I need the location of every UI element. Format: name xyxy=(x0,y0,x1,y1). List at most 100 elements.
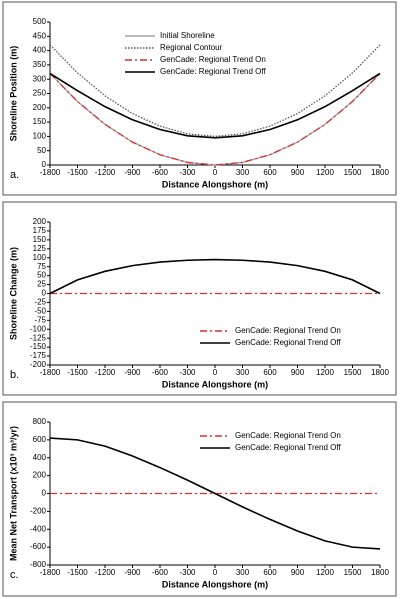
x-tick-label: -1800 xyxy=(40,568,61,577)
y-tick-label: 200 xyxy=(33,217,47,226)
x-tick-label: -1800 xyxy=(40,368,61,377)
y-tick-label: -200 xyxy=(30,506,47,515)
x-tick-label: 600 xyxy=(263,568,277,577)
y-axis-label: Shoreline Position (m) xyxy=(8,46,18,142)
x-tick-label: -1200 xyxy=(95,168,116,177)
panel-label: b. xyxy=(10,369,19,381)
legend-label: GenCade: Regional Trend On xyxy=(235,326,341,335)
series-line xyxy=(49,44,381,138)
y-tick-label: 75 xyxy=(37,262,46,271)
y-tick-label: 600 xyxy=(33,435,47,444)
y-tick-label: 200 xyxy=(33,103,47,112)
y-tick-label: -125 xyxy=(30,333,47,342)
y-tick-label: 100 xyxy=(33,132,47,141)
y-tick-label: 175 xyxy=(33,226,47,235)
x-tick-label: -1800 xyxy=(40,168,61,177)
y-tick-label: 50 xyxy=(37,146,46,155)
x-tick-label: -1200 xyxy=(95,368,116,377)
x-tick-label: 0 xyxy=(213,168,218,177)
legend-label: GenCade: Regional Trend Off xyxy=(235,338,341,347)
panel-frame xyxy=(2,201,397,396)
panel-label: a. xyxy=(10,169,19,181)
y-tick-label: 0 xyxy=(42,289,47,298)
x-tick-label: -300 xyxy=(179,168,196,177)
y-tick-label: 450 xyxy=(33,31,47,40)
x-tick-label: -300 xyxy=(179,368,196,377)
x-tick-label: 300 xyxy=(236,368,250,377)
legend-label: GenCade: Regional Trend Off xyxy=(160,67,266,76)
x-tick-label: -900 xyxy=(124,168,141,177)
x-tick-label: 1500 xyxy=(344,368,362,377)
y-tick-label: -400 xyxy=(30,524,47,533)
x-tick-label: 900 xyxy=(291,568,305,577)
y-tick-label: -25 xyxy=(34,298,46,307)
x-tick-label: 900 xyxy=(291,368,305,377)
y-axis-label: Mean Net Transport (x10³ m³/yr) xyxy=(8,426,18,561)
y-tick-label: 25 xyxy=(37,280,46,289)
y-tick-label: 125 xyxy=(33,244,47,253)
y-tick-label: -200 xyxy=(30,360,47,369)
panel-label: c. xyxy=(10,569,19,581)
y-tick-label: 500 xyxy=(33,17,47,26)
series-line xyxy=(49,73,381,166)
y-tick-label: 350 xyxy=(33,60,47,69)
y-tick-label: -600 xyxy=(30,542,47,551)
x-tick-label: -1200 xyxy=(95,568,116,577)
x-tick-label: 300 xyxy=(236,168,250,177)
x-tick-label: 1500 xyxy=(344,568,362,577)
legend-label: Initial Shoreline xyxy=(160,31,215,40)
y-tick-label: 400 xyxy=(33,46,47,55)
y-tick-label: 300 xyxy=(33,74,47,83)
x-tick-label: -600 xyxy=(152,368,169,377)
x-tick-label: 0 xyxy=(213,568,218,577)
x-tick-label: -300 xyxy=(179,568,196,577)
x-tick-label: 1800 xyxy=(371,368,389,377)
y-tick-label: 0 xyxy=(42,489,47,498)
x-tick-label: -600 xyxy=(152,168,169,177)
panel-frame xyxy=(2,401,397,597)
x-tick-label: -600 xyxy=(152,568,169,577)
legend-label: GenCade: Regional Trend On xyxy=(160,55,266,64)
y-tick-label: 0 xyxy=(42,160,47,169)
x-tick-label: 1800 xyxy=(371,568,389,577)
x-axis-label: Distance Alongshore (m) xyxy=(162,579,268,589)
x-tick-label: -1500 xyxy=(67,368,88,377)
x-tick-label: 1200 xyxy=(316,168,334,177)
x-tick-label: 0 xyxy=(213,368,218,377)
x-tick-label: -1500 xyxy=(67,568,88,577)
panel-frame xyxy=(2,1,397,196)
x-tick-label: -900 xyxy=(124,368,141,377)
y-tick-label: 50 xyxy=(37,271,46,280)
x-tick-label: 1200 xyxy=(316,568,334,577)
y-tick-label: 150 xyxy=(33,235,47,244)
legend-label: GenCade: Regional Trend On xyxy=(235,431,341,440)
y-tick-label: -50 xyxy=(34,306,46,315)
x-axis-label: Distance Alongshore (m) xyxy=(162,379,268,389)
x-tick-label: 600 xyxy=(263,168,277,177)
x-tick-label: 600 xyxy=(263,368,277,377)
y-tick-label: 800 xyxy=(33,417,47,426)
x-tick-label: 300 xyxy=(236,568,250,577)
series-line xyxy=(49,258,381,295)
legend-label: Regional Contour xyxy=(160,43,223,52)
y-tick-label: -100 xyxy=(30,324,47,333)
series-line xyxy=(49,437,381,550)
y-tick-label: 200 xyxy=(33,471,47,480)
x-tick-label: 1200 xyxy=(316,368,334,377)
y-tick-label: -150 xyxy=(30,342,47,351)
x-tick-label: 900 xyxy=(291,168,305,177)
x-tick-label: 1500 xyxy=(344,168,362,177)
y-tick-label: 150 xyxy=(33,117,47,126)
y-tick-label: 400 xyxy=(33,453,47,462)
x-tick-label: -1500 xyxy=(67,168,88,177)
series-line xyxy=(49,72,381,139)
x-axis-label: Distance Alongshore (m) xyxy=(162,179,268,189)
legend-label: GenCade: Regional Trend Off xyxy=(235,443,341,452)
x-tick-label: 1800 xyxy=(371,168,389,177)
y-tick-label: -175 xyxy=(30,351,47,360)
y-tick-label: -800 xyxy=(30,560,47,569)
y-tick-label: 100 xyxy=(33,253,47,262)
y-tick-label: 250 xyxy=(33,89,47,98)
y-axis-label: Shoreline Change (m) xyxy=(8,247,18,340)
